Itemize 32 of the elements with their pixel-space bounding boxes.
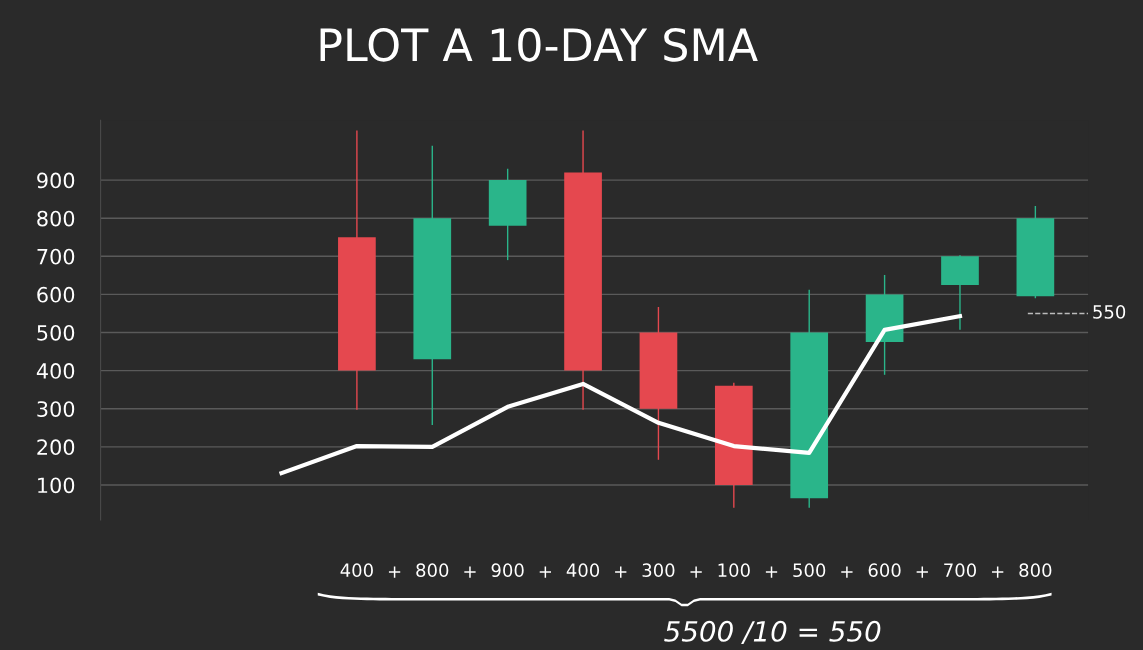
text: + — [539, 566, 552, 578]
ref-line-label: 550 — [1093, 305, 1126, 319]
line-series — [279, 314, 963, 476]
x-tick-label: 500 — [793, 563, 826, 578]
x-tick-label: 400 — [566, 563, 600, 578]
y-tick-label: 100 — [38, 477, 75, 494]
text: + — [992, 566, 1004, 578]
x-tick-label: 900 — [491, 563, 524, 578]
y-tick-label: 800 — [37, 210, 75, 227]
text: + — [464, 566, 476, 578]
chart-title: PLOT A 10-DAY SMA — [320, 28, 758, 62]
x-tick-label: 300 — [642, 563, 675, 578]
text: + — [615, 566, 627, 578]
x-tick-label: 600 — [868, 563, 901, 578]
y-tick-label: 500 — [37, 324, 75, 341]
text: + — [916, 566, 928, 578]
y-tick-label: 700 — [37, 248, 75, 265]
x-tick-label: 100 — [718, 563, 750, 578]
y-tick-label: 200 — [37, 439, 75, 456]
text: 5500 /10 = 550 — [664, 620, 881, 644]
x-tick-label: 700 — [944, 563, 977, 578]
x-tick-label: 400 — [340, 563, 373, 578]
text: + — [690, 566, 702, 578]
y-tick-label: 600 — [37, 286, 75, 303]
y-tick-label: 400 — [36, 363, 75, 379]
text: + — [841, 566, 853, 578]
x-tick-label: 800 — [416, 563, 449, 578]
y-tick-label: 300 — [37, 401, 75, 417]
text: + — [388, 566, 401, 578]
y-tick-label: 900 — [37, 172, 75, 189]
text: + — [765, 566, 778, 578]
x-tick-label: 800 — [1019, 563, 1052, 578]
